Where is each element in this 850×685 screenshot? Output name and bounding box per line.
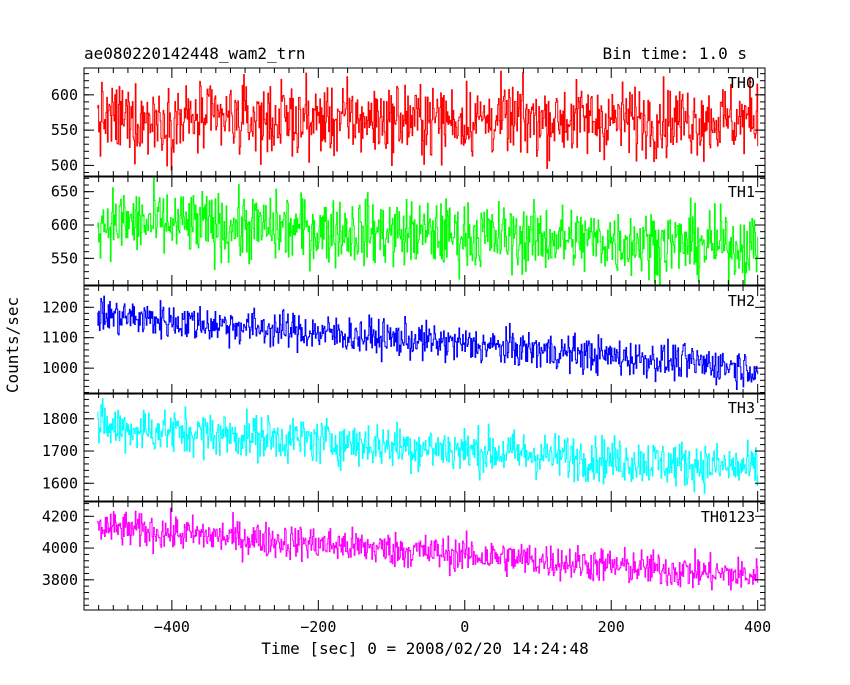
y-tick-label: 550 (51, 121, 78, 139)
panel-label-th3: TH3 (728, 399, 755, 417)
panel-th0123: 3800 4000 4200 TH0123 (42, 501, 766, 611)
panel-th0: 500 550 600 TH0 (51, 67, 766, 177)
panel-th2: 1000 1100 1200 TH2 (42, 285, 766, 395)
panel-label-th0123: TH0123 (701, 508, 755, 526)
panel-frame (83, 392, 766, 502)
series-line-th2 (97, 295, 759, 390)
y-tick-label: 600 (51, 86, 78, 104)
y-tick-label: 3800 (42, 571, 78, 589)
x-axis-title: Time [sec] 0 = 2008/02/20 14:24:48 (261, 639, 589, 658)
chart-title: ae080220142448_wam2_trn (84, 44, 306, 63)
y-tick-label: 4200 (42, 507, 78, 525)
y-tick-label: 600 (51, 216, 78, 234)
x-tick-label: −200 (300, 618, 336, 636)
y-tick-label: 1600 (42, 474, 78, 492)
y-tick-label: 1800 (42, 410, 78, 428)
y-axis-title: Counts/sec (3, 297, 22, 393)
y-tick-label: 550 (51, 249, 78, 267)
panel-th1: 550 600 650 TH1 (51, 176, 766, 286)
series-line-th0 (97, 70, 759, 171)
series-line-th3 (97, 398, 759, 494)
x-tick-label: 0 (460, 618, 469, 636)
x-tick-label: 200 (598, 618, 625, 636)
y-tick-label: 1100 (42, 329, 78, 347)
x-axis: −400 −200 0 200 400 (154, 618, 771, 636)
y-tick-label: 1200 (42, 298, 78, 316)
x-tick-label: 400 (744, 618, 771, 636)
panel-frame (83, 67, 766, 177)
y-tick-label: 1000 (42, 359, 78, 377)
panel-th3: 1600 1700 1800 TH3 (42, 392, 766, 502)
bin-time-label: Bin time: 1.0 s (603, 44, 748, 63)
y-tick-label: 500 (51, 156, 78, 174)
panel-label-th0: TH0 (728, 74, 755, 92)
x-tick-label: −400 (154, 618, 190, 636)
y-tick-label: 650 (51, 183, 78, 201)
y-tick-label: 4000 (42, 539, 78, 557)
panel-label-th2: TH2 (728, 292, 755, 310)
panel-label-th1: TH1 (728, 183, 755, 201)
panel-frame (83, 285, 766, 395)
series-line-th1 (97, 177, 759, 285)
panel-frame (83, 176, 766, 286)
y-tick-label: 1700 (42, 442, 78, 460)
series-line-th0123 (97, 507, 759, 591)
panel-frame (83, 501, 766, 611)
